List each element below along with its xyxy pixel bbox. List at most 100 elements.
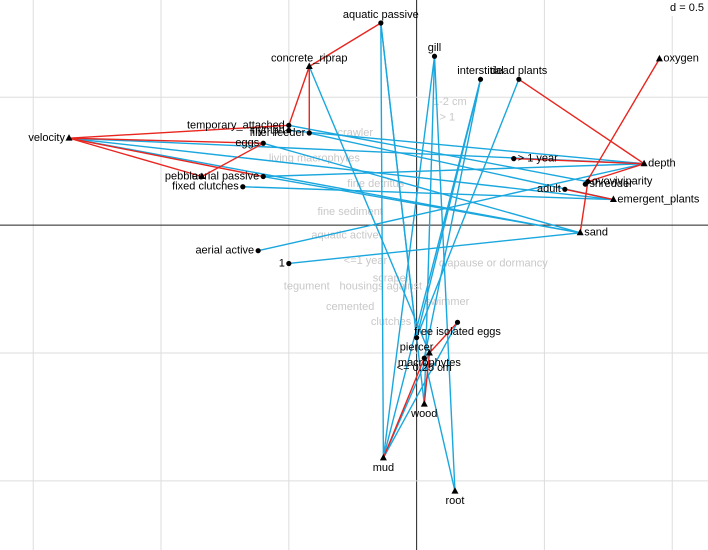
point [655, 54, 663, 62]
point [378, 20, 384, 26]
link [288, 232, 581, 265]
point [260, 140, 266, 146]
grid-label: d = 0.5 [670, 2, 704, 14]
faded-label: cemented [326, 301, 374, 313]
link [382, 321, 459, 459]
faded-label: <=1 year [344, 255, 388, 267]
link [380, 22, 418, 338]
link [428, 321, 459, 354]
point [379, 453, 387, 461]
point-label: emergent_plants [617, 193, 699, 205]
point-label: concrete_riprap [271, 52, 347, 64]
point-label: pebble [165, 170, 198, 182]
link [68, 137, 614, 201]
link [263, 163, 645, 178]
point [421, 355, 427, 361]
link [308, 22, 382, 68]
link [257, 163, 645, 252]
faded-label: diapause or dormancy [439, 257, 548, 269]
link [263, 142, 581, 234]
link [68, 137, 264, 178]
point [260, 173, 266, 180]
point [582, 181, 588, 187]
faded-label: fine detritus [347, 178, 404, 190]
point [454, 319, 461, 325]
point-label: ovoviviparity [592, 176, 653, 188]
link [308, 66, 431, 354]
faded-label: > 1 [439, 112, 455, 124]
link [288, 66, 310, 126]
point-label: adult [537, 183, 561, 195]
link [423, 79, 482, 359]
point [451, 487, 459, 494]
point-label: <= 0.25 cm [397, 362, 452, 374]
faded-label: aquatic active [311, 229, 378, 241]
faded-label: clutches [371, 316, 412, 328]
point [286, 122, 292, 128]
link [423, 357, 456, 492]
faded-label: scraper [373, 273, 410, 285]
point [431, 53, 438, 59]
faded-label: housings against [340, 280, 423, 292]
point-label: aerial passive [192, 170, 259, 182]
point-label: filter-feeder [250, 127, 306, 139]
point-label: mud [373, 462, 394, 474]
point-label: 1 [279, 257, 285, 269]
link [242, 186, 614, 201]
faded-label: 1-2 cm [433, 96, 467, 108]
link [423, 352, 431, 405]
point [477, 76, 484, 82]
point [420, 400, 428, 407]
point-label: dead plants [490, 65, 547, 77]
point-label: free isolated eggs [414, 326, 501, 338]
link [513, 157, 645, 165]
point [65, 134, 73, 141]
point [576, 228, 584, 236]
point-label: interstitial [457, 65, 503, 77]
link [382, 56, 436, 458]
point [240, 184, 246, 190]
point [511, 156, 517, 162]
faded-label: tegument [284, 280, 330, 292]
point-label: depth [648, 158, 676, 170]
point-label: gill [428, 42, 441, 54]
point [609, 195, 617, 203]
point [425, 349, 433, 356]
point [516, 76, 522, 82]
point-label: piercer [400, 342, 434, 354]
point-label: sand [584, 227, 608, 239]
link [415, 79, 520, 338]
link [201, 142, 264, 178]
point-label: aerial active [195, 245, 254, 257]
point [562, 186, 568, 192]
point-label: temporary_attached [187, 119, 285, 131]
point [198, 172, 206, 180]
point [306, 130, 312, 136]
link [518, 78, 645, 165]
faded-label: living macrophytes [269, 153, 361, 165]
point-label: macrophytes [398, 357, 461, 369]
link [68, 137, 264, 144]
point-label: fixed clutches [172, 181, 239, 193]
point-label: root [445, 495, 464, 507]
point-label: nymph [252, 124, 285, 136]
link [584, 58, 661, 185]
link [587, 163, 645, 183]
point [640, 159, 648, 167]
point [255, 248, 261, 254]
point-label: wood [410, 408, 437, 420]
point [286, 127, 292, 134]
point-label: velocity [28, 132, 65, 144]
link [68, 124, 289, 139]
point [305, 62, 313, 70]
point [286, 260, 292, 267]
faded-label: fine sediment [317, 206, 382, 218]
link [68, 137, 203, 178]
link [382, 357, 425, 459]
point-label: aquatic passive [343, 9, 419, 21]
link [564, 188, 614, 201]
grid-label-box [650, 0, 708, 16]
point-label: oxygen [663, 53, 698, 65]
